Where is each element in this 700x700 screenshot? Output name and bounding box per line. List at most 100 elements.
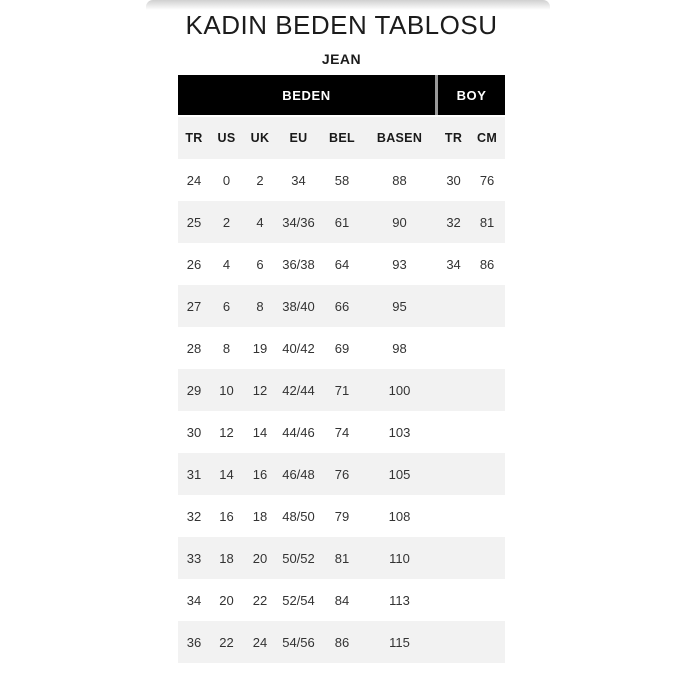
cell-boy-tr (438, 621, 470, 663)
cell-basen: 93 (364, 243, 436, 285)
row-spacer-cell (435, 537, 439, 579)
col-header-uk: UK (243, 117, 277, 159)
cell-eu: 48/50 (277, 495, 320, 537)
cell-us: 18 (210, 537, 243, 579)
size-table: BEDEN BOY TR US UK EU BEL BASEN TR CM 24 0 2 34 58 8… (178, 75, 506, 663)
cell-bel: 64 (320, 243, 364, 285)
table-row: 32 16 18 48/50 79 108 (178, 495, 506, 537)
row-spacer-cell (435, 579, 439, 621)
cell-us: 20 (210, 579, 243, 621)
table-row: 28 8 19 40/42 69 98 (178, 327, 506, 369)
cell-eu: 38/40 (277, 285, 320, 327)
cell-uk: 18 (243, 495, 277, 537)
col-header-bel: BEL (320, 117, 364, 159)
cell-tr: 34 (178, 579, 210, 621)
cell-uk: 12 (243, 369, 277, 411)
cell-boy-cm (469, 621, 506, 663)
group-divider (435, 75, 439, 117)
col-header-tr: TR (178, 117, 210, 159)
row-spacer-cell (435, 243, 439, 285)
cell-eu: 36/38 (277, 243, 320, 285)
cell-bel: 81 (320, 537, 364, 579)
cell-tr: 32 (178, 495, 210, 537)
table-row: 33 18 20 50/52 81 110 (178, 537, 506, 579)
row-spacer-cell (435, 285, 439, 327)
row-spacer-cell (435, 327, 439, 369)
cell-boy-cm (469, 369, 506, 411)
cell-us: 10 (210, 369, 243, 411)
cell-eu: 54/56 (277, 621, 320, 663)
cell-us: 2 (210, 201, 243, 243)
row-spacer-cell (435, 495, 439, 537)
cell-uk: 24 (243, 621, 277, 663)
cell-boy-tr: 30 (438, 159, 470, 201)
cell-bel: 79 (320, 495, 364, 537)
category-subtitle: JEAN (321, 51, 362, 67)
cell-boy-tr (438, 327, 470, 369)
cell-uk: 8 (243, 285, 277, 327)
cell-bel: 76 (320, 453, 364, 495)
cell-bel: 71 (320, 369, 364, 411)
cell-us: 16 (210, 495, 243, 537)
cell-eu: 52/54 (277, 579, 320, 621)
cell-us: 4 (210, 243, 243, 285)
cell-boy-tr (438, 285, 470, 327)
cell-boy-cm: 76 (469, 159, 506, 201)
cell-uk: 4 (243, 201, 277, 243)
cell-us: 14 (210, 453, 243, 495)
cell-uk: 19 (243, 327, 277, 369)
cell-basen: 110 (364, 537, 436, 579)
cell-boy-cm: 81 (469, 201, 506, 243)
cell-tr: 36 (178, 621, 210, 663)
row-spacer-cell (435, 453, 439, 495)
cell-uk: 6 (243, 243, 277, 285)
column-header-row: TR US UK EU BEL BASEN TR CM (178, 117, 506, 159)
row-spacer-cell (435, 369, 439, 411)
cell-basen: 105 (364, 453, 436, 495)
table-body: 24 0 2 34 58 88 30 76 25 2 4 34/36 61 90 32 81 26 4 6 36/38… (178, 159, 506, 663)
table-row: 36 22 24 54/56 86 115 (178, 621, 506, 663)
cell-eu: 46/48 (277, 453, 320, 495)
cell-us: 12 (210, 411, 243, 453)
cell-basen: 108 (364, 495, 436, 537)
cell-boy-tr (438, 411, 470, 453)
col-header-us: US (210, 117, 243, 159)
cell-tr: 28 (178, 327, 210, 369)
cell-bel: 74 (320, 411, 364, 453)
cell-us: 8 (210, 327, 243, 369)
cell-boy-tr: 34 (438, 243, 470, 285)
cell-bel: 61 (320, 201, 364, 243)
cell-boy-tr (438, 453, 470, 495)
row-spacer-cell (435, 159, 439, 201)
cell-bel: 66 (320, 285, 364, 327)
cell-tr: 30 (178, 411, 210, 453)
col-header-boy-tr: TR (438, 117, 470, 159)
group-header-boy: BOY (438, 75, 506, 117)
cell-tr: 31 (178, 453, 210, 495)
cell-basen: 98 (364, 327, 436, 369)
cell-boy-cm (469, 537, 506, 579)
cell-boy-tr: 32 (438, 201, 470, 243)
cell-uk: 22 (243, 579, 277, 621)
cell-uk: 20 (243, 537, 277, 579)
cell-eu: 34 (277, 159, 320, 201)
cell-tr: 25 (178, 201, 210, 243)
col-header-eu: EU (277, 117, 320, 159)
cell-basen: 115 (364, 621, 436, 663)
table-row: 34 20 22 52/54 84 113 (178, 579, 506, 621)
cell-eu: 40/42 (277, 327, 320, 369)
table-row: 30 12 14 44/46 74 103 (178, 411, 506, 453)
cell-tr: 24 (178, 159, 210, 201)
cell-boy-cm (469, 453, 506, 495)
header-spacer-cell (435, 117, 439, 159)
cell-eu: 50/52 (277, 537, 320, 579)
cell-boy-cm (469, 285, 506, 327)
table-row: 24 0 2 34 58 88 30 76 (178, 159, 506, 201)
cell-bel: 84 (320, 579, 364, 621)
cell-us: 0 (210, 159, 243, 201)
cell-boy-cm (469, 579, 506, 621)
cell-boy-cm: 86 (469, 243, 506, 285)
cell-boy-tr (438, 495, 470, 537)
cell-eu: 42/44 (277, 369, 320, 411)
cell-bel: 86 (320, 621, 364, 663)
